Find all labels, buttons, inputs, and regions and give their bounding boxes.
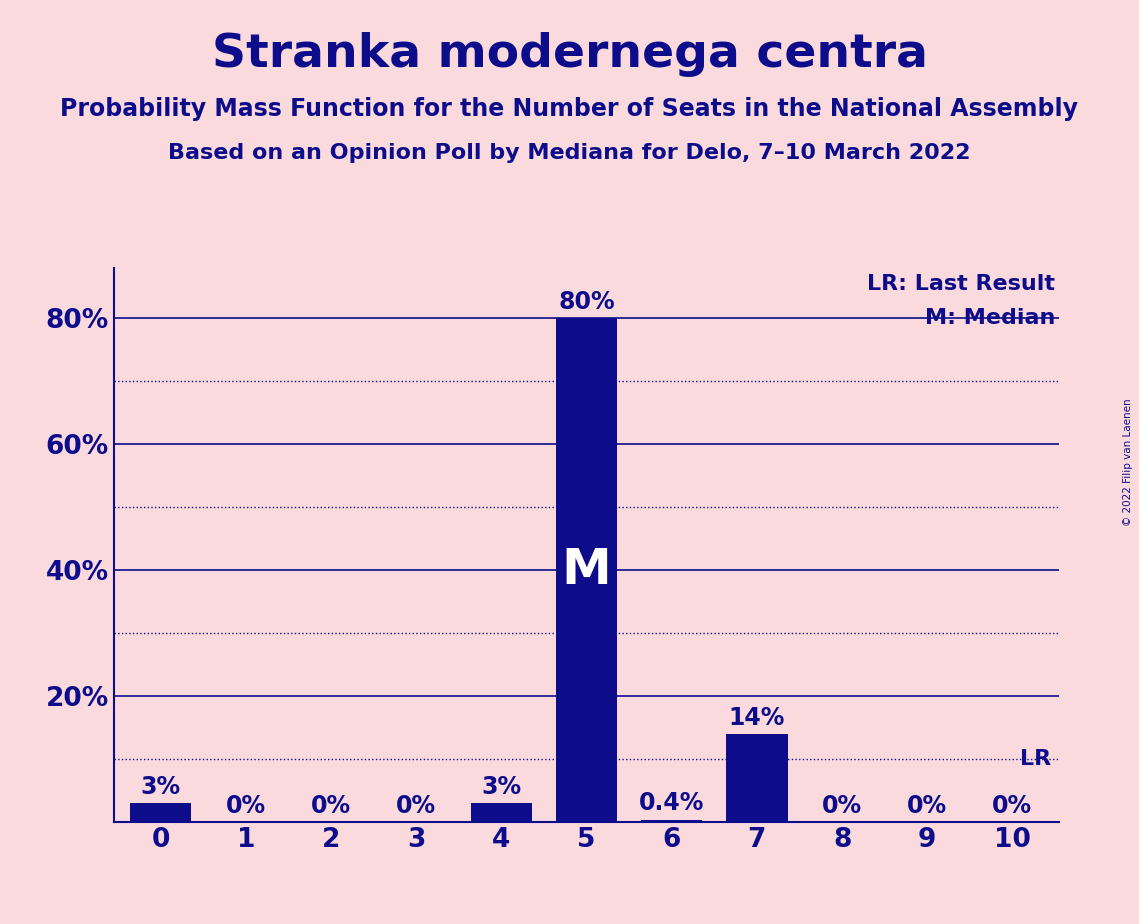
Text: Stranka modernega centra: Stranka modernega centra [212,32,927,78]
Text: Based on an Opinion Poll by Mediana for Delo, 7–10 March 2022: Based on an Opinion Poll by Mediana for … [169,143,970,164]
Text: 0%: 0% [396,794,436,818]
Bar [727,735,787,822]
Bar [470,804,532,822]
Bar [130,804,191,822]
Text: 14%: 14% [729,706,785,730]
Text: 0%: 0% [311,794,351,818]
Text: 0.4%: 0.4% [639,792,704,816]
Text: 0%: 0% [907,794,948,818]
Bar [556,319,617,822]
Text: 0%: 0% [992,794,1032,818]
Text: M: Median: M: Median [925,309,1055,328]
Text: 80%: 80% [558,290,615,314]
Text: 3%: 3% [482,775,522,799]
Text: LR: Last Result: LR: Last Result [867,274,1055,294]
Text: 3%: 3% [141,775,181,799]
Text: Probability Mass Function for the Number of Seats in the National Assembly: Probability Mass Function for the Number… [60,97,1079,121]
Bar [641,820,703,822]
Text: LR: LR [1019,749,1051,770]
Text: 0%: 0% [226,794,267,818]
Text: © 2022 Filip van Laenen: © 2022 Filip van Laenen [1123,398,1133,526]
Text: M: M [562,546,612,594]
Text: 0%: 0% [822,794,862,818]
